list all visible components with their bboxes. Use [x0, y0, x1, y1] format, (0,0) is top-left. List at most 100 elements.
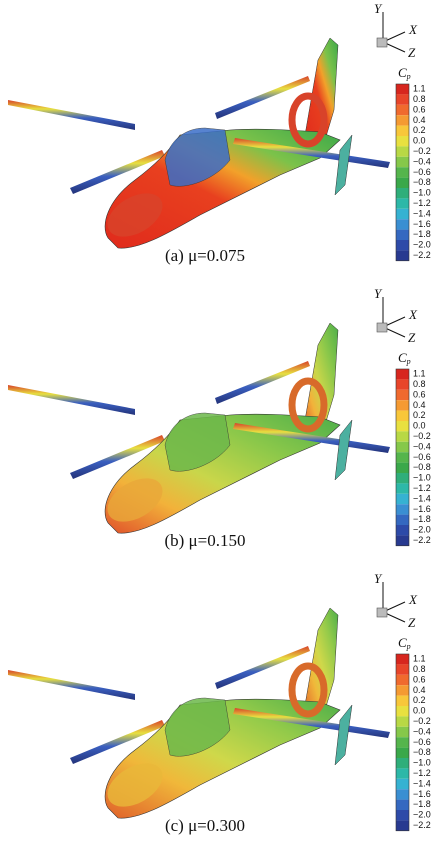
colorbar-cell — [396, 188, 409, 198]
colorbar-cell — [396, 779, 409, 789]
colorbar-cell — [396, 198, 409, 208]
colorbar-tick-label: 0.2 — [413, 410, 426, 420]
colorbar-tick-label: −2.0 — [413, 810, 431, 820]
colorbar-tick-label: −0.8 — [413, 462, 431, 472]
colorbar-tick-label: −0.2 — [413, 146, 431, 156]
colorbar-tick-label: 0.8 — [413, 379, 426, 389]
helicopter — [8, 323, 390, 533]
colorbar-cell — [396, 94, 409, 104]
colorbar-tick-label: −1.6 — [413, 504, 431, 514]
colorbar-cell — [396, 483, 409, 493]
axis-label: X — [408, 307, 418, 322]
colorbar-tick-label: −0.4 — [413, 726, 431, 736]
colorbar-cell — [396, 664, 409, 674]
colorbar-cell — [396, 178, 409, 188]
colorbar-cell — [396, 442, 409, 452]
colorbar-tick-label: −0.6 — [413, 167, 431, 177]
axis-label: Z — [408, 45, 416, 60]
colorbar-tick-label: −0.6 — [413, 452, 431, 462]
axis-label: X — [408, 22, 418, 37]
stabilizer — [335, 135, 352, 195]
colorbar-tick-label: 0.2 — [413, 125, 426, 135]
colorbar-cell — [396, 737, 409, 747]
colorbar-tick-label: −1.2 — [413, 768, 431, 778]
colorbar-cell — [396, 209, 409, 219]
colorbar-cell — [396, 167, 409, 177]
colorbar-title: Cp — [398, 65, 411, 81]
colorbar-cell — [396, 219, 409, 229]
colorbar-cell — [396, 105, 409, 115]
colorbar-tick-label: 0.6 — [413, 389, 426, 399]
colorbar-cell — [396, 463, 409, 473]
caption: (b) μ=0.150 — [164, 531, 245, 550]
helicopter — [8, 608, 390, 818]
symbol: C — [398, 350, 407, 365]
colorbar-tick-label: −1.6 — [413, 789, 431, 799]
colorbar-tick-label: −1.0 — [413, 758, 431, 768]
colorbar-tick-label: −1.4 — [413, 493, 431, 503]
colorbar-tick-label: 1.1 — [413, 654, 426, 664]
subscript: p — [406, 357, 411, 366]
colorbar-cell — [396, 494, 409, 504]
colorbar-tick-label: 0.6 — [413, 674, 426, 684]
panel: YXZCp1.10.80.60.40.20.0−0.2−0.4−0.6−0.8−… — [8, 1, 431, 265]
colorbar-cell — [396, 727, 409, 737]
colorbar-tick-label: 1.1 — [413, 369, 426, 379]
colorbar-cell — [396, 240, 409, 250]
colorbar-cell — [396, 136, 409, 146]
colorbar-cell — [396, 421, 409, 431]
colorbar-cell — [396, 810, 409, 820]
rotor-blade — [8, 385, 135, 415]
colorbar-cell — [396, 250, 409, 260]
colorbar-cell — [396, 685, 409, 695]
colorbar-tick-label: −1.6 — [413, 219, 431, 229]
symbol: C — [398, 65, 407, 80]
colorbar-tick-label: −1.8 — [413, 229, 431, 239]
colorbar-cell — [396, 789, 409, 799]
axis-label: Z — [408, 330, 416, 345]
stabilizer — [335, 420, 352, 480]
colorbar-tick-label: −0.2 — [413, 716, 431, 726]
colorbar-cell — [396, 369, 409, 379]
colorbar-tick-label: 0.4 — [413, 685, 426, 695]
colorbar-tick-label: −0.2 — [413, 431, 431, 441]
axis-label: Y — [374, 286, 383, 301]
colorbar-tick-label: −2.0 — [413, 525, 431, 535]
colorbar-tick-label: 0.6 — [413, 104, 426, 114]
colorbar-tick-label: −1.2 — [413, 198, 431, 208]
colorbar-cell — [396, 379, 409, 389]
helicopter — [8, 38, 390, 248]
colorbar-tick-label: 0.2 — [413, 695, 426, 705]
colorbar-cell — [396, 820, 409, 830]
colorbar-tick-label: −0.8 — [413, 747, 431, 757]
colorbar-tick-label: −1.2 — [413, 483, 431, 493]
colorbar-cell — [396, 411, 409, 421]
colorbar-cell — [396, 431, 409, 441]
subscript: p — [406, 72, 411, 81]
colorbar-cell — [396, 473, 409, 483]
panel: YXZCp1.10.80.60.40.20.0−0.2−0.4−0.6−0.8−… — [8, 286, 431, 550]
colorbar-cell — [396, 126, 409, 136]
caption: (a) μ=0.075 — [165, 246, 245, 265]
colorbar-cell — [396, 758, 409, 768]
colorbar-tick-label: −1.0 — [413, 473, 431, 483]
panel: YXZCp1.10.80.60.40.20.0−0.2−0.4−0.6−0.8−… — [8, 571, 431, 835]
colorbar-tick-label: 0.0 — [413, 421, 426, 431]
colorbar-tick-label: 1.1 — [413, 84, 426, 94]
colorbar-tick-label: 0.4 — [413, 400, 426, 410]
symbol: C — [398, 635, 407, 650]
colorbar-title: Cp — [398, 635, 411, 651]
colorbar-cell — [396, 768, 409, 778]
colorbar-tick-label: −0.4 — [413, 156, 431, 166]
colorbar-cell — [396, 400, 409, 410]
colorbar-cell — [396, 696, 409, 706]
colorbar-tick-label: −1.8 — [413, 514, 431, 524]
colorbar-tick-label: 0.8 — [413, 94, 426, 104]
colorbar-tick-label: 0.0 — [413, 136, 426, 146]
colorbar-tick-label: −2.2 — [413, 820, 431, 830]
colorbar-cell — [396, 800, 409, 810]
colorbar-cell — [396, 654, 409, 664]
colorbar-tick-label: −2.0 — [413, 240, 431, 250]
colorbar-cell — [396, 675, 409, 685]
colorbar-cell — [396, 84, 409, 94]
